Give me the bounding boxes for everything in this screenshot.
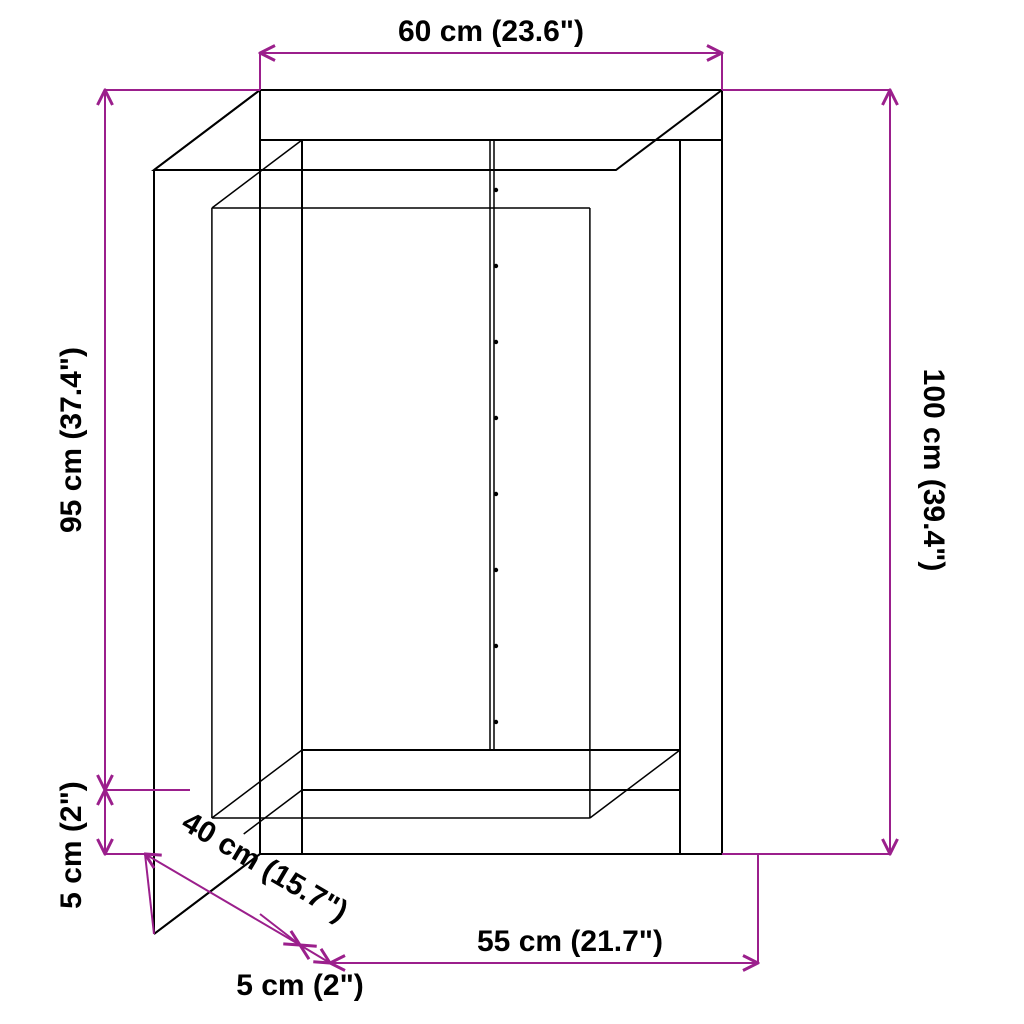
- dim-top-width: 60 cm (23.6"): [398, 15, 584, 48]
- dim-inset-depth: 5 cm (2"): [236, 969, 364, 1002]
- dimension-drawing: 60 cm (23.6") 100 cm (39.4") 95 cm (37.4")…: [0, 0, 1024, 1024]
- dim-outer-height: 100 cm (39.4"): [917, 369, 950, 572]
- dim-inner-width: 55 cm (21.7"): [477, 925, 663, 958]
- dim-depth: 40 cm (15.7"): [176, 805, 353, 928]
- dim-inner-height: 95 cm (37.4"): [55, 347, 88, 533]
- cabinet-outline: [154, 90, 722, 934]
- dim-floor-gap: 5 cm (2"): [55, 781, 88, 909]
